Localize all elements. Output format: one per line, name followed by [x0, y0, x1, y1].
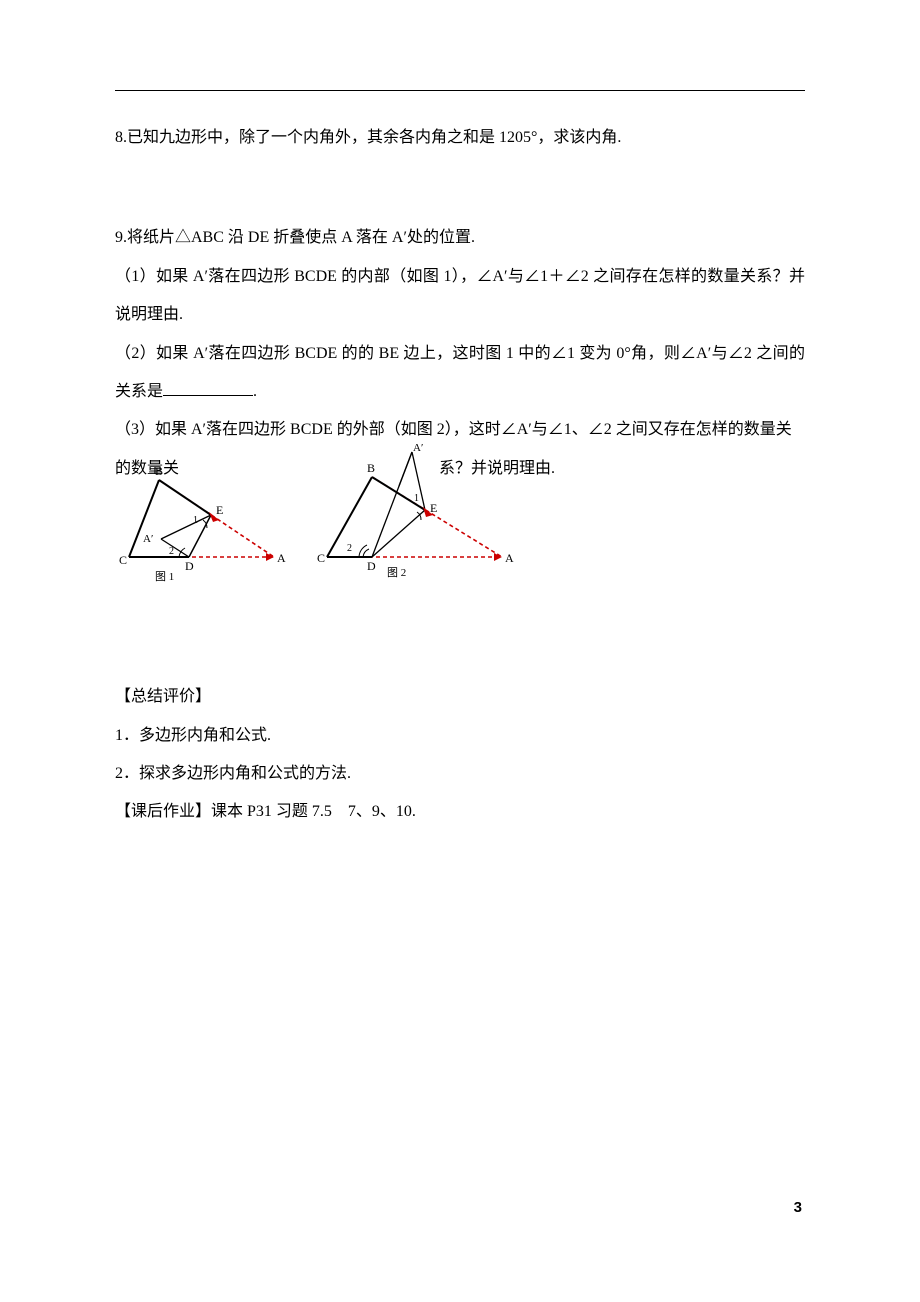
- fig2-label-ap: A′: [413, 442, 423, 454]
- fig2-caption: 图 2: [387, 566, 406, 579]
- fig1-label-b: B: [155, 464, 163, 478]
- fig1-caption: 图 1: [155, 570, 174, 583]
- fig2-label-d: D: [367, 559, 376, 573]
- figure-1: B C A E D A′ 1 2 图 1: [119, 462, 289, 592]
- summary-title: 【总结评价】: [115, 678, 805, 716]
- summary-item-1: 1．多边形内角和公式.: [115, 717, 805, 755]
- fig2-label-c: C: [317, 551, 325, 565]
- question-9-part2: （2）如果 A′落在四边形 BCDE 的的 BE 边上，这时图 1 中的∠1 变…: [115, 335, 805, 412]
- figures-row: B C A E D A′ 1 2 图 1: [119, 462, 805, 592]
- fill-blank: [163, 380, 253, 396]
- page-number: 3: [794, 1199, 802, 1216]
- fig2-label-b: B: [367, 461, 375, 475]
- fig2-label-a: A: [505, 551, 514, 565]
- fig2-angle1: 1: [414, 493, 419, 504]
- question-8: 8.已知九边形中，除了一个内角外，其余各内角之和是 1205°，求该内角.: [115, 119, 805, 157]
- fig1-label-e: E: [216, 503, 223, 517]
- fig2-angle2: 2: [347, 543, 352, 554]
- fig1-angle1: 1: [193, 515, 198, 526]
- fig1-label-a: A: [277, 551, 286, 565]
- divider-top: [115, 90, 805, 91]
- summary-block: 【总结评价】 1．多边形内角和公式. 2．探求多边形内角和公式的方法. 【课后作…: [115, 678, 805, 832]
- fig1-label-c: C: [119, 553, 127, 567]
- page-content: 8.已知九边形中，除了一个内角外，其余各内角之和是 1205°，求该内角. 9.…: [0, 0, 920, 832]
- fig1-label-ap: A′: [143, 533, 153, 545]
- question-9-intro: 9.将纸片△ABC 沿 DE 折叠使点 A 落在 A′处的位置.: [115, 219, 805, 257]
- fig1-angle2: 2: [169, 546, 174, 557]
- question-9-part1: （1）如果 A′落在四边形 BCDE 的内部（如图 1），∠A′与∠1＋∠2 之…: [115, 258, 805, 335]
- figure-2: B C A E D A′ 1 2 图 2: [317, 442, 517, 592]
- q9-2-post: .: [253, 383, 257, 400]
- spacer: [115, 157, 805, 219]
- summary-item-2: 2．探求多边形内角和公式的方法.: [115, 755, 805, 793]
- fig2-label-e: E: [430, 501, 437, 515]
- homework: 【课后作业】课本 P31 习题 7.5 7、9、10.: [115, 793, 805, 831]
- fig1-label-d: D: [185, 559, 194, 573]
